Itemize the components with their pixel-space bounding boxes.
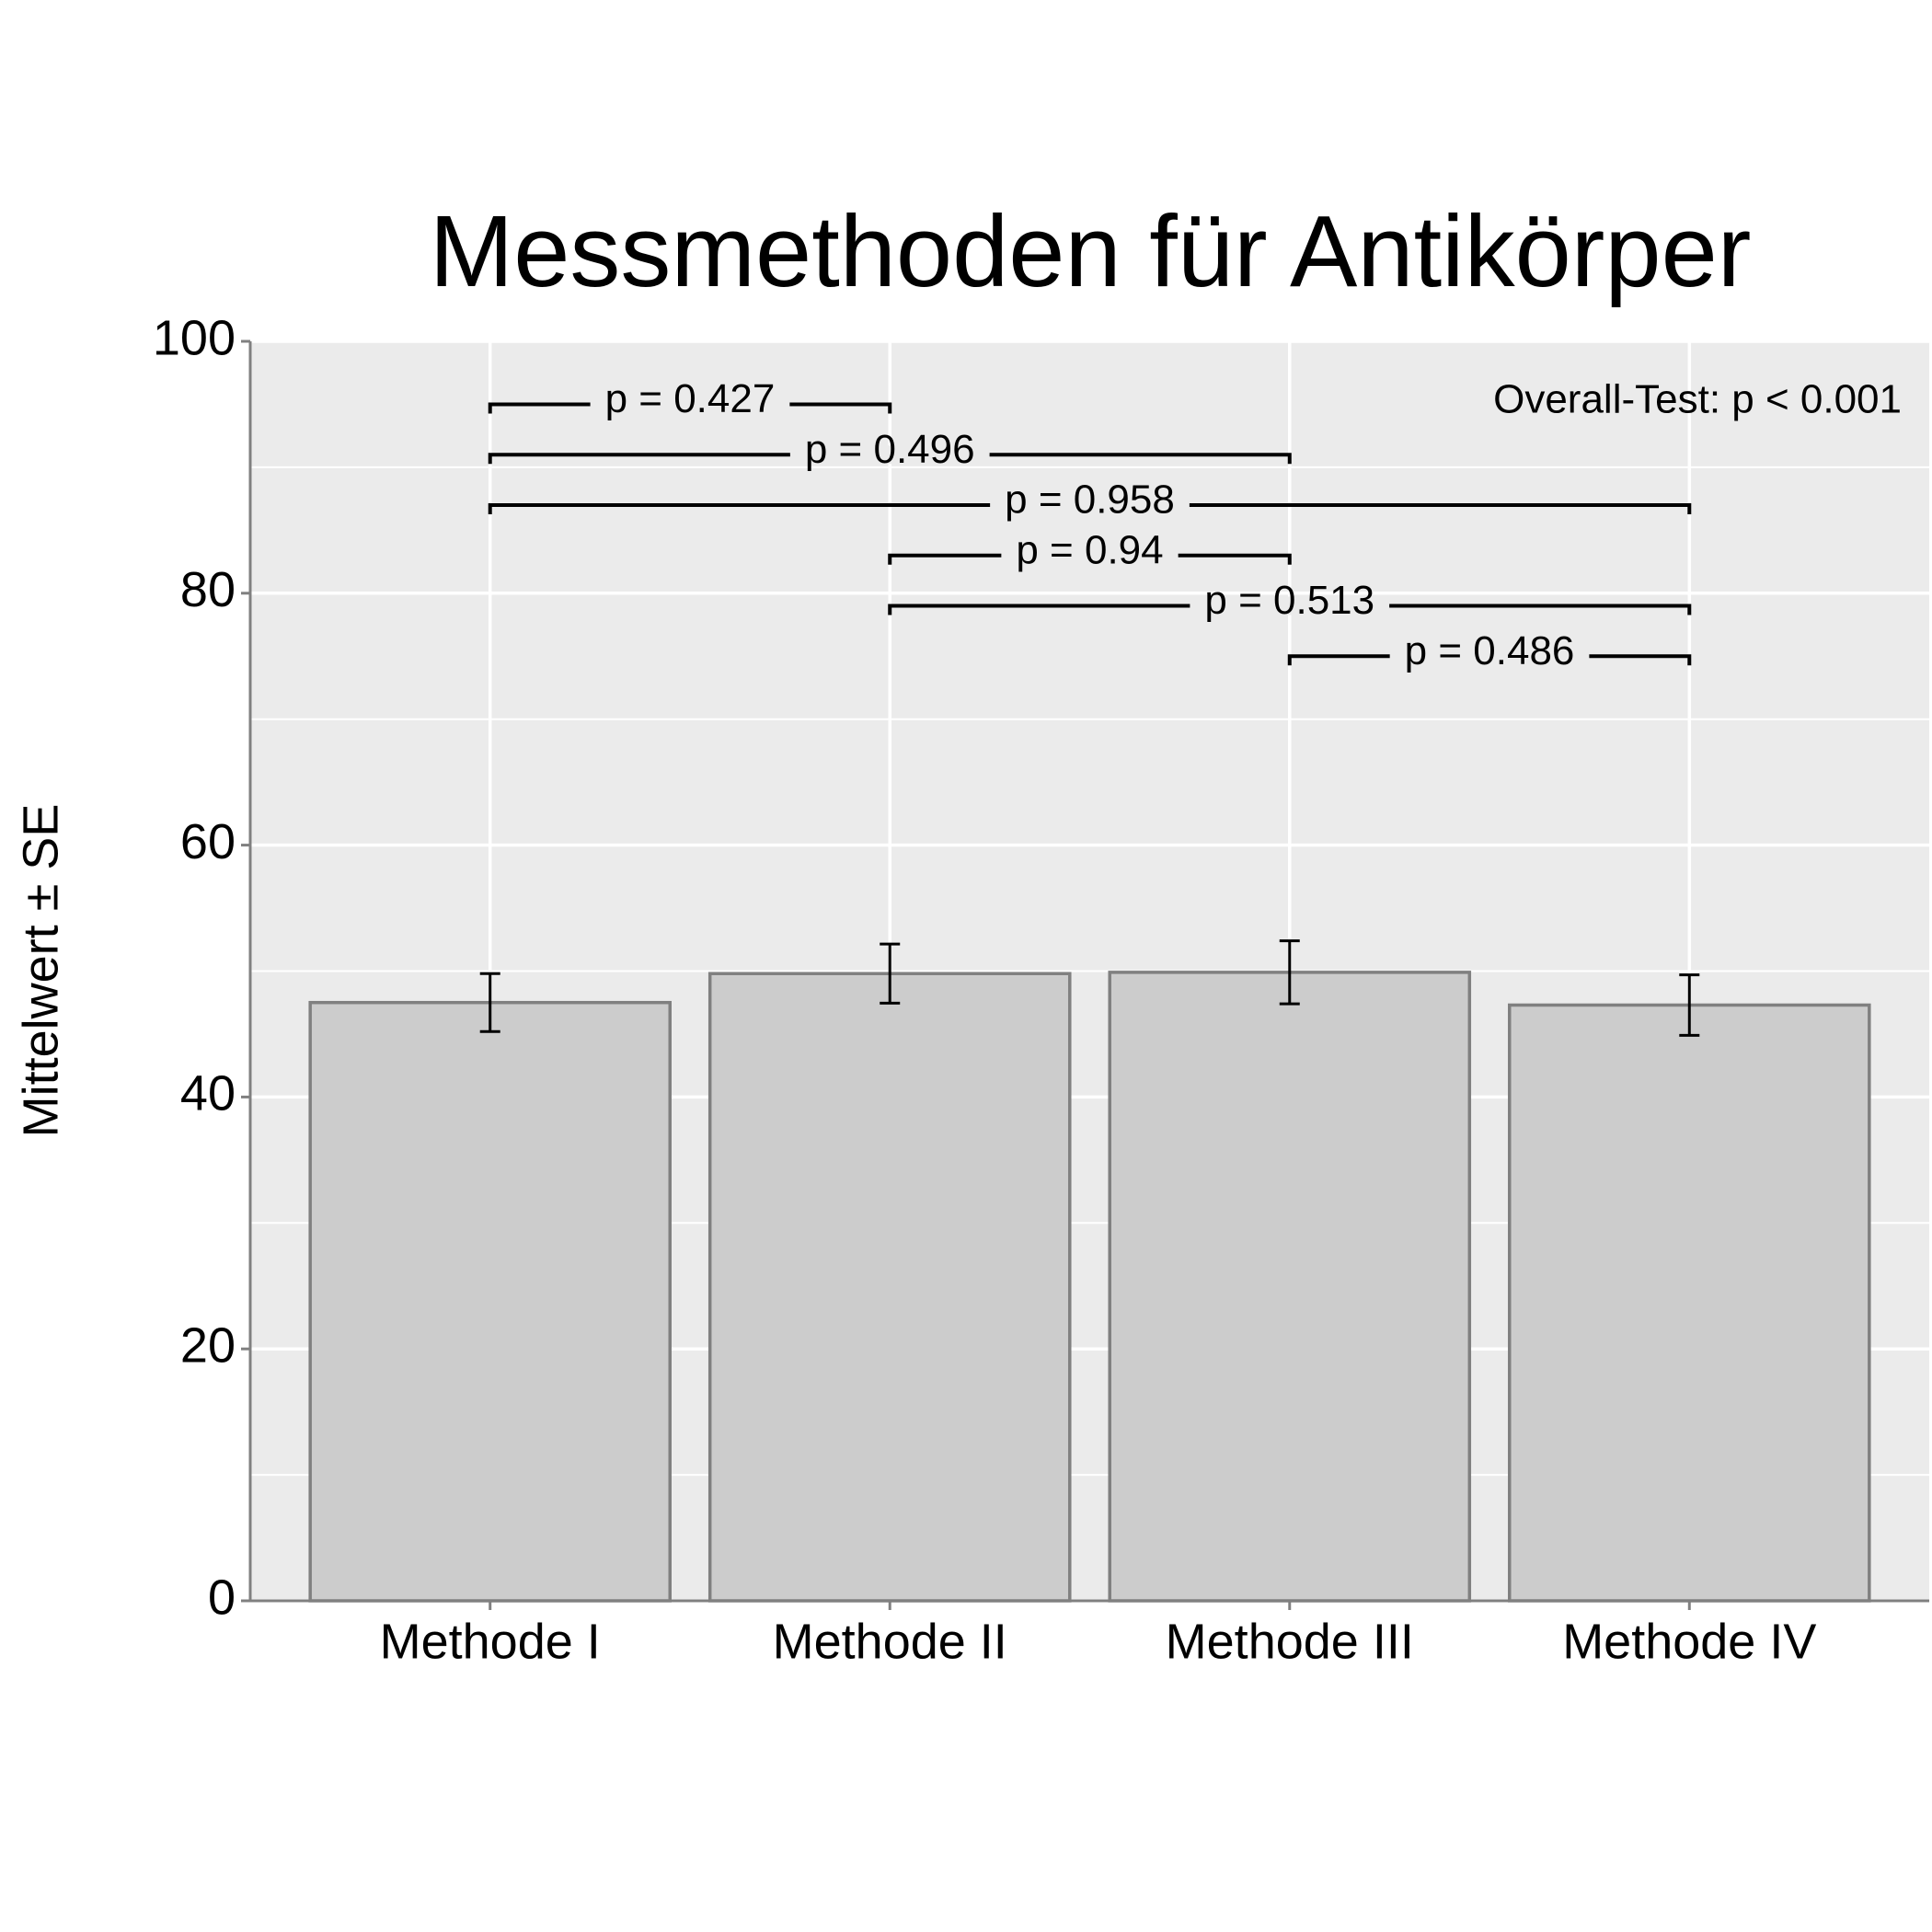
label-background — [590, 395, 790, 414]
y-tick-label: 80 — [180, 562, 236, 617]
label-background — [1389, 647, 1590, 666]
label-background — [1190, 596, 1390, 615]
y-tick-label: 60 — [180, 814, 236, 869]
error-bar — [1279, 939, 1300, 1006]
y-tick-label: 40 — [180, 1066, 236, 1121]
bar — [308, 1000, 672, 1603]
x-tick-label: Methode IV — [1562, 1614, 1816, 1669]
label-background — [1001, 546, 1179, 565]
error-bar — [880, 942, 901, 1005]
bar — [707, 972, 1072, 1603]
x-tick-label: Methode I — [380, 1614, 601, 1669]
y-tick-label: 100 — [153, 310, 236, 365]
label-background — [990, 495, 1190, 514]
y-axis-label: Mittelwert ± SE — [13, 804, 68, 1138]
annotation: Overall-Test: p < 0.001 — [1493, 376, 1902, 421]
x-tick-label: Methode II — [773, 1614, 1007, 1669]
bar — [1108, 971, 1472, 1603]
chart-title: Messmethoden für Antikörper — [430, 195, 1752, 308]
comparison-label: p = 0.427 — [605, 376, 776, 421]
comparison-label: p = 0.94 — [1016, 527, 1163, 572]
label-background — [789, 445, 990, 465]
bar — [1508, 1003, 1871, 1603]
y-tick-label: 20 — [180, 1317, 236, 1373]
comparison-label: p = 0.513 — [1204, 578, 1374, 623]
comparison-label: p = 0.496 — [805, 427, 975, 472]
y-tick-label: 0 — [208, 1570, 236, 1625]
error-bar — [1679, 973, 1700, 1037]
error-bar — [479, 972, 500, 1033]
x-tick-label: Methode III — [1166, 1614, 1414, 1669]
comparison-label: p = 0.958 — [1005, 477, 1175, 523]
comparison-label: p = 0.486 — [1405, 628, 1575, 673]
